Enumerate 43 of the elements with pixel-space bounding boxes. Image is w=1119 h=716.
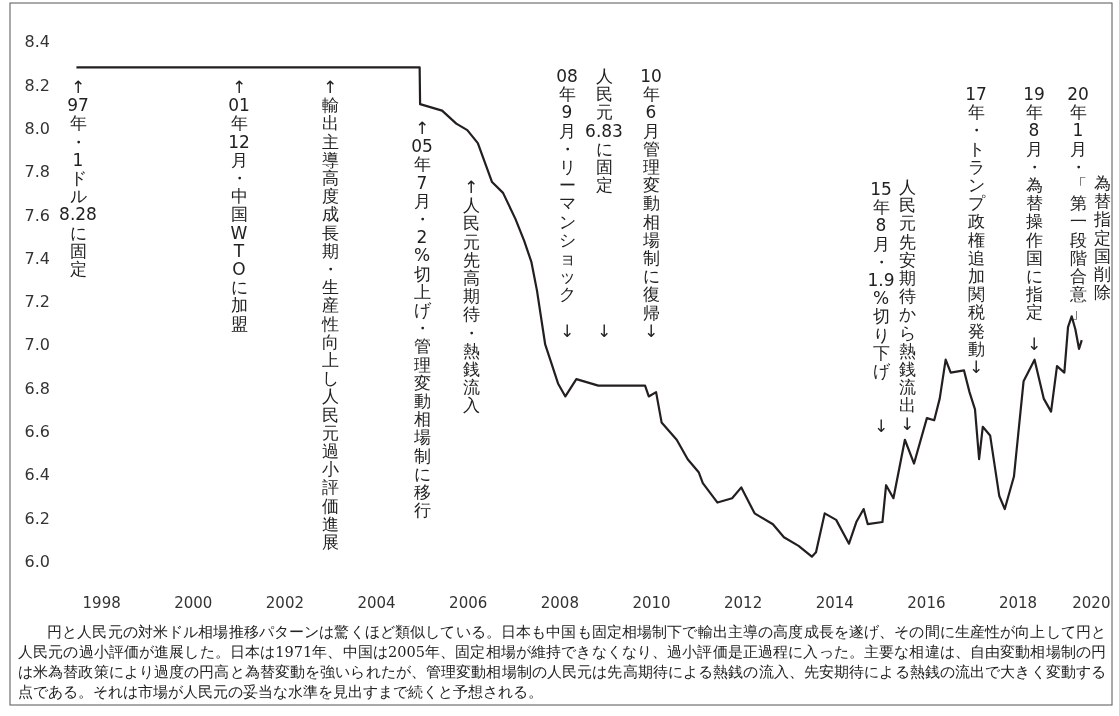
y-tick-label: 7.2 [24, 292, 50, 312]
annotation: ↓ [596, 321, 612, 341]
y-tick-label: 8.2 [24, 75, 50, 95]
x-tick-label: 2002 [265, 594, 305, 612]
y-tick-label: 8.4 [24, 32, 50, 52]
y-tick-label: 6.0 [24, 552, 50, 572]
y-tick-label: 6.4 [24, 465, 50, 485]
annotation: ↑01年12月・中国WTOに加盟 [228, 77, 250, 334]
y-tick-label: 6.8 [24, 378, 50, 398]
annotation: ↑97年・1ドル8.28に固定 [59, 77, 97, 279]
annotation: 為替指定国削除 [1093, 173, 1111, 303]
x-tick-label: 2012 [724, 594, 763, 612]
annotation: ↓ [873, 416, 889, 436]
annotation: ↑人民元先高期待・熱銭流入 [462, 177, 480, 416]
x-tick-label: 2006 [449, 594, 488, 612]
y-tick-label: 7.8 [24, 162, 50, 182]
y-tick-label: 6.6 [24, 422, 50, 442]
x-tick-label: 2018 [998, 594, 1038, 612]
x-tick-label: 1998 [82, 594, 121, 612]
annotation: 08年9月・リーマンショック [556, 66, 578, 305]
annotation: ↑05年7月・2%切上げ・管理変動相場制に移行 [411, 118, 433, 521]
annotation: 人民元先安期待から熱銭流出↓ [898, 177, 916, 434]
annotation: 円と人民元の対米ドル相場推移パターンは驚くほど類似している。日本も中国も固定相場制下で輸出主導の高度成長を遂げ、その間に生産性が向上して円と人民元の過小評価が進展した。日本は1971年、中国は2005年、固定相場が維持できなくなり、過小評価是正過程に入った。主要な相違は、自由変動相場制の円は米為替政策により過度の円高と為替変動を強いられたが、管理変動相場制の人民元は先高期待による熱銭の流入、先安期待による熱銭の流出で大きく変動する点である。それは市場が人民元の妥当な水準を見出すまで続くと予想される。 [18, 623, 1106, 702]
x-tick-label: 2008 [540, 594, 579, 612]
x-tick-label: 2014 [815, 594, 854, 612]
annotation: ↑輸出主導高度成長期・生産性向上し人民元過小評価進展 [321, 77, 339, 552]
x-tick-label: 2010 [632, 594, 671, 612]
annotation: ↓ [1026, 334, 1042, 354]
annotation: 15年8月・1.9%切り下げ [867, 179, 895, 381]
annotation: 19年8月・為替操作国に指定 [1023, 84, 1045, 323]
y-tick-label: 6.2 [24, 508, 50, 528]
annotation: 10年6月管理変動相場制に復帰↓ [640, 66, 662, 341]
x-tick-label: 2016 [907, 594, 946, 612]
y-tick-label: 7.6 [24, 205, 50, 225]
y-tick-label: 8.0 [24, 118, 50, 138]
x-tick-label: 2020 [1072, 594, 1111, 612]
annotation: ↓ [559, 321, 575, 341]
y-tick-label: 7.4 [24, 248, 50, 268]
annotation: 人民元6.83に固定 [585, 66, 623, 196]
y-tick-label: 7.0 [24, 335, 50, 355]
x-tick-label: 2000 [174, 594, 213, 612]
x-tick-label: 2004 [357, 594, 396, 612]
annotation: 17年・トランプ政権追加関税発動↓ [965, 84, 987, 377]
